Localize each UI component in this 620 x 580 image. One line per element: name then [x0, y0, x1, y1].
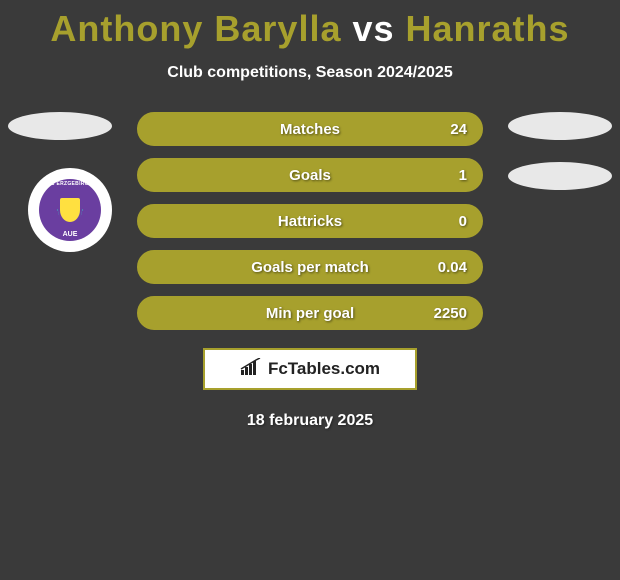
- club-name-bot: AUE: [63, 231, 78, 238]
- brand-name: FcTables.com: [268, 359, 380, 379]
- brand-box: FcTables.com: [203, 348, 417, 390]
- avatar-placeholder-right-2: [508, 162, 612, 190]
- stat-label: Hattricks: [278, 213, 342, 230]
- stat-value: 0.04: [438, 259, 467, 276]
- player1-name: Anthony Barylla: [50, 8, 341, 49]
- page-title: Anthony Barylla vs Hanraths: [0, 0, 620, 50]
- bar-chart-icon: [240, 358, 262, 381]
- stat-label: Goals: [289, 167, 331, 184]
- stat-bar: Goals 1: [137, 158, 483, 192]
- club-badge-inner: FC ERZGEBIRGE AUE: [39, 179, 101, 241]
- avatar-placeholder-right-1: [508, 112, 612, 140]
- player2-name: Hanraths: [406, 8, 570, 49]
- stat-bar: Matches 24: [137, 112, 483, 146]
- club-badge: FC ERZGEBIRGE AUE: [28, 168, 112, 252]
- stat-label: Matches: [280, 121, 340, 138]
- vs-text: vs: [341, 8, 405, 49]
- subtitle: Club competitions, Season 2024/2025: [0, 64, 620, 82]
- stat-value: 0: [459, 213, 467, 230]
- stat-value: 2250: [434, 305, 467, 322]
- date-label: 18 february 2025: [0, 412, 620, 430]
- club-name-top: FC ERZGEBIRGE: [47, 181, 92, 187]
- stat-value: 24: [450, 121, 467, 138]
- stat-label: Min per goal: [266, 305, 354, 322]
- stat-bars: Matches 24 Goals 1 Hattricks 0 Goals per…: [137, 112, 483, 330]
- comparison-content: FC ERZGEBIRGE AUE Matches 24 Goals 1 Hat…: [0, 112, 620, 430]
- stat-bar: Hattricks 0: [137, 204, 483, 238]
- avatar-placeholder-left: [8, 112, 112, 140]
- stat-label: Goals per match: [251, 259, 369, 276]
- stat-value: 1: [459, 167, 467, 184]
- stat-bar: Goals per match 0.04: [137, 250, 483, 284]
- club-shield-icon: [58, 196, 82, 224]
- stat-bar: Min per goal 2250: [137, 296, 483, 330]
